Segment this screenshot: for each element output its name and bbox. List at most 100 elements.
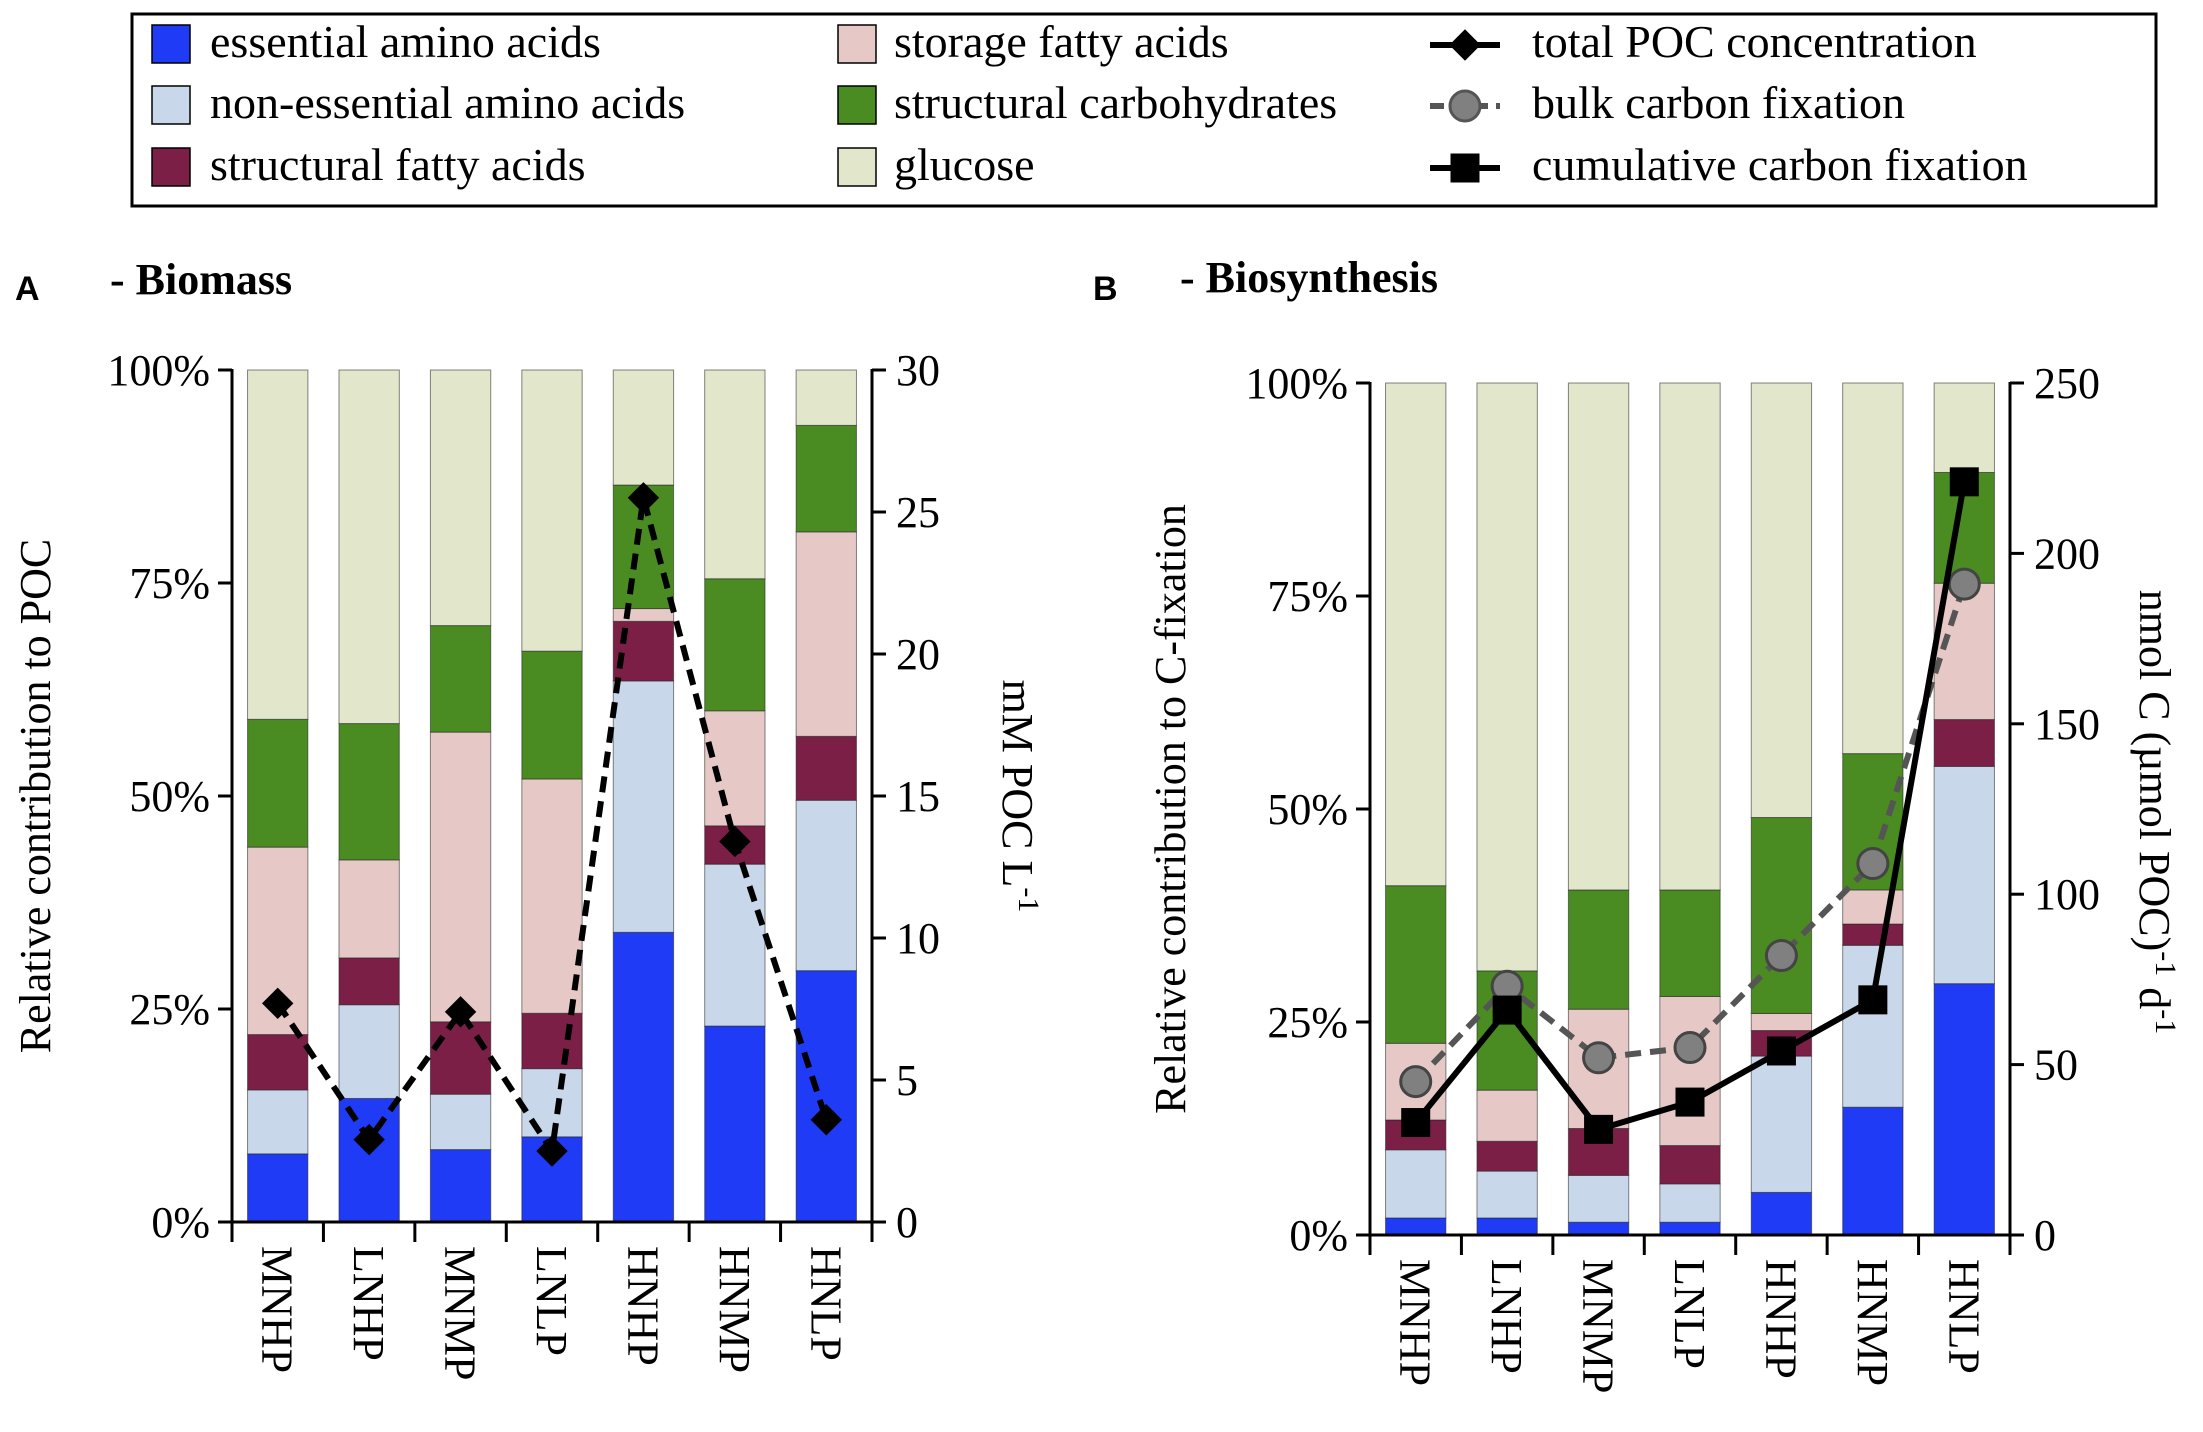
panel-b-y2tick-label: 100 [2034,870,2100,919]
panel-b-bar-hnlp-glucose [1933,382,1995,473]
legend-label-glucose: glucose [894,139,1035,190]
panel-b-letter: B [1093,270,1118,308]
panel-b-bar-hnhp-non-essential-amino-acids [1750,1055,1813,1193]
panel-b-bar-lnlp-structural-fatty-acids [1659,1145,1721,1185]
panel-a-marker-total-poc-concentration-hnhp [627,482,660,514]
legend: essential amino acids non-essential amino… [130,12,2158,208]
panel-b-ytick-label: 0% [1289,1211,1348,1260]
panel-b-bar-hnhp-essential-amino-acids [1750,1191,1813,1236]
legend-swatch-structural-carbohydrates [837,85,877,125]
legend-swatch-essential-amino-acids [151,24,191,64]
legend-label-total-poc-concentration: total POC concentration [1532,16,1977,67]
legend-label-structural-carbohydrates: structural carbohydrates [894,77,1337,128]
panel-b-ytick-label: 25% [1267,998,1348,1047]
panel-a-bar-hnhp-essential-amino-acids [612,931,675,1223]
panel-b-xtick-label-hnlp: HNLP [1939,1259,1988,1374]
legend-marker-bulk-carbon-fixation [1448,89,1482,123]
panel-b-bar-mnmp-glucose [1567,382,1630,891]
panel-a-bar-hnhp-structural-fatty-acids [612,620,675,682]
panel-a-marker-total-poc-concentration-lnhp [353,1123,385,1156]
panel-a-bar-hnmp-glucose [704,369,766,580]
panel-b-y2label-tail: d [2130,976,2179,1009]
legend-marker-cumulative-carbon-fixation [1450,153,1480,183]
panel-a-xtick-label-mnhp: MNHP [253,1246,302,1373]
panel-a-ylabel: Relative contribution to POC [11,539,60,1054]
panel-a-xtick-label-lnlp: LNLP [527,1246,576,1356]
panel-a-bar-hnhp-storage-fatty-acids [612,608,675,622]
panel-a-y2tick-label: 5 [896,1056,918,1105]
panel-a-bar-lnlp-structural-fatty-acids [521,1012,583,1070]
panel-b-bar-lnlp-essential-amino-acids [1659,1221,1721,1236]
panel-b-bar-lnhp-storage-fatty-acids [1476,1089,1538,1142]
panel-a-bar-lnhp-storage-fatty-acids [338,859,400,959]
panel-a-bar-mnmp-glucose [429,369,492,627]
panel-a-xtick-label-hnhp: HNHP [618,1246,667,1366]
panel-a-y2tick-label: 25 [896,488,940,537]
panel-b-bar-lnhp-essential-amino-acids [1476,1217,1538,1236]
panel-a-bar-hnmp-structural-carbohydrates [704,578,766,712]
panel-b-xtick-label-mnhp: MNHP [1391,1259,1440,1386]
panel-a-bar-lnlp-structural-carbohydrates [521,650,583,780]
panel-a-bar-lnhp-glucose [338,369,400,725]
panel-a-y2tick-label: 15 [896,772,940,821]
legend-label-non-essential-amino-acids: non-essential amino acids [210,77,685,128]
panel-b-marker-bulk-carbon-fixation-mnhp [1399,1065,1433,1099]
panel-b-y2tick-label: 150 [2034,700,2100,749]
panel-b-marker-bulk-carbon-fixation-lnlp [1673,1031,1707,1065]
panel-a-bar-hnmp-non-essential-amino-acids [704,863,766,1027]
panel-b-bar-mnmp-structural-carbohydrates [1567,889,1630,1010]
panel-a-ytick-label: 25% [129,985,210,1034]
panel-b-bar-lnlp-storage-fatty-acids [1659,995,1721,1147]
panel-b-ylabel: Relative contribution to C-fixation [1146,504,1195,1114]
panel-a-bar-hnhp-glucose [612,369,675,486]
panel-b-ytick-label: 50% [1267,785,1348,834]
panel-b-marker-cumulative-carbon-fixation-hnlp [1949,467,1979,497]
panel-a-bar-lnhp-structural-fatty-acids [338,957,400,1006]
panel-b-y2label-sup1: -1 [2150,951,2183,976]
panel-a-bar-lnhp-essential-amino-acids [338,1097,400,1223]
panel-a-bar-lnlp-non-essential-amino-acids [521,1068,583,1138]
panel-b-marker-cumulative-carbon-fixation-hnmp [1858,985,1888,1015]
panel-a-xtick-label-mnmp: MNMP [436,1246,485,1381]
panel-a-xtick-label-lnhp: LNHP [344,1246,393,1361]
panel-a-bar-hnmp-essential-amino-acids [704,1025,766,1223]
panel-b-bar-hnhp-glucose [1750,382,1813,819]
legend-label-bulk-carbon-fixation: bulk carbon fixation [1532,77,1905,128]
panel-a-ytick-label: 0% [151,1198,210,1247]
panel-a-bar-mnmp-structural-carbohydrates [429,625,492,733]
panel-b-y2label-sup2: -1 [2150,1009,2183,1034]
panel-b-marker-cumulative-carbon-fixation-lnlp [1675,1087,1705,1117]
panel-a-y2label: mM POC L-1 [993,680,1046,913]
legend-marker-total-poc-concentration [1449,29,1481,61]
panel-b-xtick-label-lnlp: LNLP [1665,1259,1714,1369]
panel-a-xtick-label-hnlp: HNLP [801,1246,850,1361]
legend-swatch-glucose [837,147,877,187]
panel-a-bar-mnhp-non-essential-amino-acids [247,1089,309,1155]
panel-b-y2label-main: nmol C (µmol POC) [2130,590,2179,952]
panel-a-bar-hnlp-structural-carbohydrates [795,424,857,533]
panel-a-bar-hnlp-non-essential-amino-acids [795,799,857,972]
panel-b-marker-bulk-carbon-fixation-mnmp [1582,1041,1616,1075]
panel-b-bar-lnlp-structural-carbohydrates [1659,889,1721,997]
panel-a-bar-lnhp-structural-carbohydrates [338,723,400,861]
legend-swatch-storage-fatty-acids [837,24,877,64]
panel-b-bar-hnlp-structural-fatty-acids [1933,719,1995,767]
panel-a-bar-mnhp-structural-carbohydrates [247,718,309,848]
panel-b-bar-hnmp-structural-fatty-acids [1842,923,1904,946]
panel-a-y2tick-label: 20 [896,630,940,679]
panel-a-y2label-main: mM POC L [993,680,1042,888]
panel-b-marker-bulk-carbon-fixation-hnlp [1947,567,1981,601]
panel-a-letter: A [15,270,40,308]
panel-a-title: - Biomass [110,255,292,304]
panel-a-bar-mnmp-essential-amino-acids [429,1149,492,1223]
panel-a-y2label-sup: -1 [1013,887,1046,912]
panel-b-bar-mnhp-glucose [1385,382,1447,887]
panel-b-bar-hnlp-non-essential-amino-acids [1933,765,1995,985]
panel-a-bar-hnlp-glucose [795,369,857,426]
panel-a-marker-total-poc-concentration-mnmp [444,996,477,1028]
panel-b-bar-mnhp-structural-carbohydrates [1385,885,1447,1044]
panel-a-bar-mnhp-structural-fatty-acids [247,1034,309,1091]
panel-a-xtick-label-hnmp: HNMP [710,1246,759,1373]
panel-a-marker-total-poc-concentration-lnlp [536,1135,568,1167]
panel-a-marker-total-poc-concentration-hnlp [810,1104,842,1136]
